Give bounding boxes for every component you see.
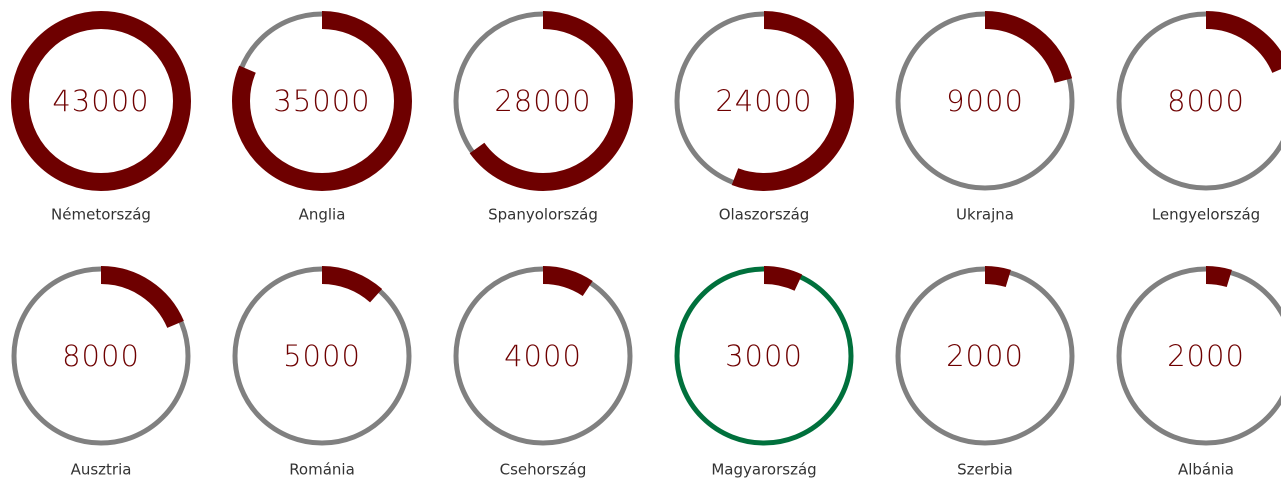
gauge-label: Olaszország	[719, 206, 810, 224]
gauge-arc	[895, 11, 1075, 191]
gauge-label: Ukrajna	[956, 206, 1014, 224]
gauge-arc	[11, 266, 191, 446]
gauge-arc	[232, 266, 412, 446]
gauge-value: 9000	[946, 84, 1024, 118]
gauge-label: Németország	[51, 206, 151, 224]
gauge-arc	[895, 266, 1075, 446]
gauge-label: Szerbia	[957, 461, 1013, 479]
gauge-value: 4000	[504, 339, 582, 373]
gauge-value: 2000	[946, 339, 1024, 373]
gauge-arc	[453, 266, 633, 446]
gauge-arc	[453, 11, 633, 191]
gauge-value: 8000	[1167, 84, 1245, 118]
gauge-value: 43000	[52, 84, 149, 118]
gauge-label: Csehország	[500, 461, 587, 479]
gauge-arc	[1116, 266, 1281, 446]
gauge-value: 5000	[283, 339, 361, 373]
gauge-arc	[674, 266, 854, 446]
gauge-value: 2000	[1167, 339, 1245, 373]
gauge-label: Ausztria	[71, 461, 132, 479]
gauge-value: 28000	[494, 84, 591, 118]
gauge-label: Lengyelország	[1152, 206, 1260, 224]
gauge-label: Magyarország	[711, 461, 816, 479]
gauge-arc	[674, 11, 854, 191]
gauge-arc	[232, 11, 412, 191]
gauge-value: 3000	[725, 339, 803, 373]
gauge-label: Románia	[289, 461, 355, 479]
gauge-arc	[11, 11, 191, 191]
gauge-value: 8000	[62, 339, 140, 373]
gauge-arc	[1116, 11, 1281, 191]
gauge-label: Albánia	[1178, 461, 1234, 479]
gauge-value: 35000	[273, 84, 370, 118]
gauge-value: 24000	[715, 84, 812, 118]
gauge-label: Anglia	[299, 206, 346, 224]
gauge-label: Spanyolország	[488, 206, 598, 224]
